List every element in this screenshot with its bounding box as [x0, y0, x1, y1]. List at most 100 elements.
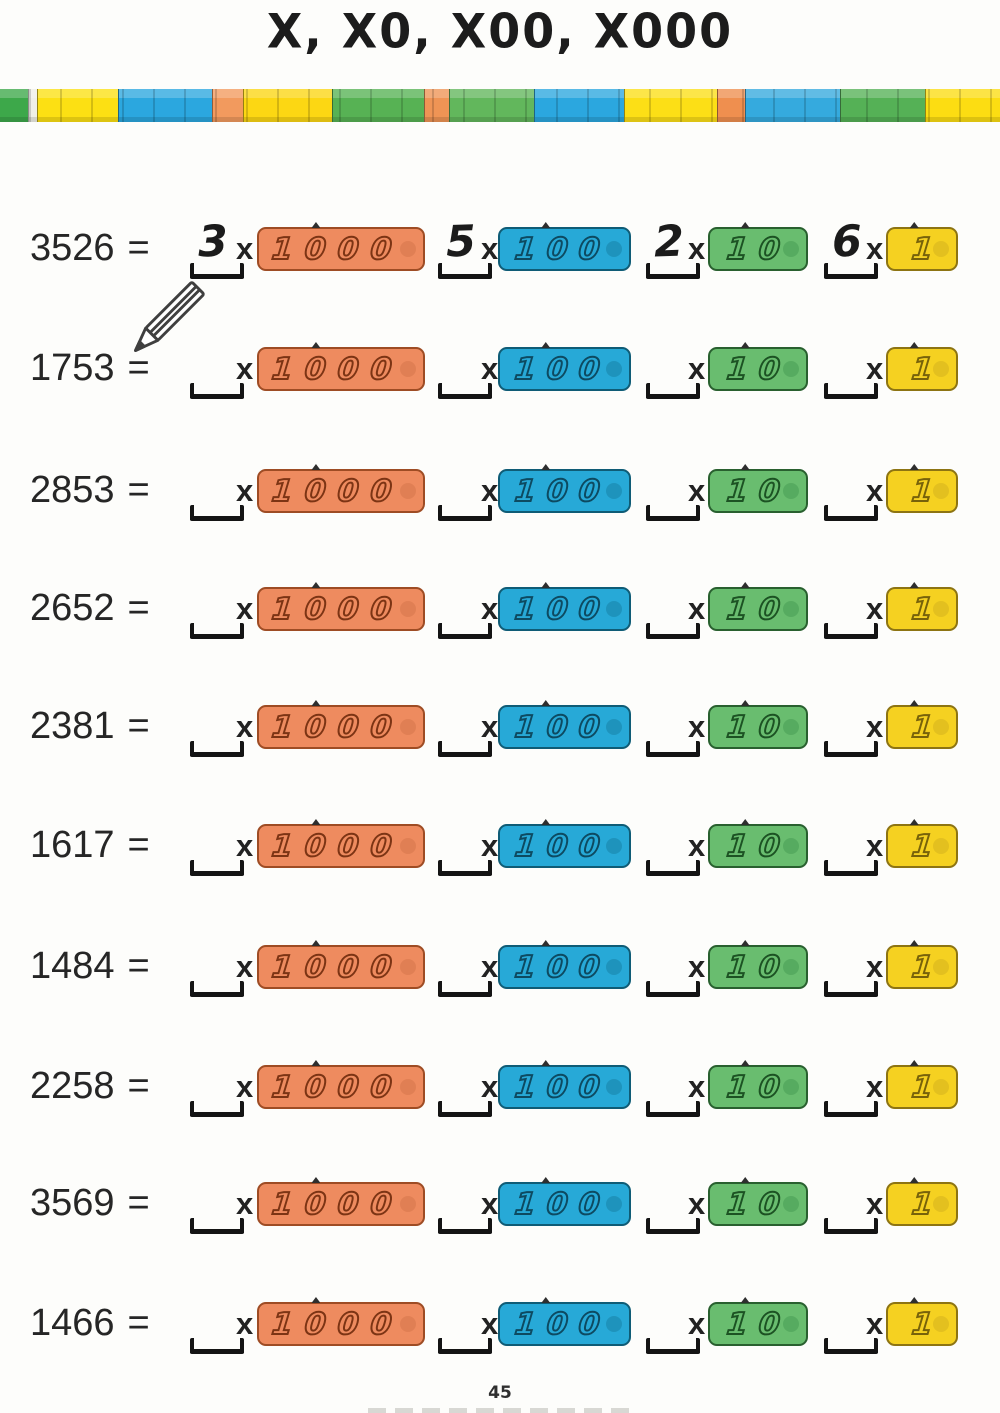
tile-value-label: 1000 [269, 1186, 406, 1223]
tile-value-label: 10 [724, 949, 793, 986]
tile-thumb-dot [933, 601, 949, 617]
tile-tab-mark [740, 1297, 750, 1303]
answer-slot-10[interactable] [646, 937, 700, 997]
answer-slot-100[interactable] [438, 816, 492, 876]
page-title: X, X0, X00, X000 [266, 3, 734, 59]
answer-slot-1[interactable] [824, 816, 878, 876]
answer-slot-10[interactable] [646, 697, 700, 757]
equals-sign: = [127, 347, 150, 389]
answer-slot-1[interactable] [824, 937, 878, 997]
answer-slot-10[interactable] [646, 1294, 700, 1354]
answer-slot-1000[interactable] [190, 816, 244, 876]
answer-slot-1000[interactable] [190, 937, 244, 997]
tile-tab-mark [311, 1297, 321, 1303]
tile-1000: 1000 [257, 582, 425, 631]
tile-thumb-dot [933, 241, 949, 257]
tile-10: 10 [708, 582, 808, 631]
answer-slot-1000[interactable] [190, 697, 244, 757]
tile-value-label: 100 [512, 949, 613, 986]
tile-thumb-dot [606, 959, 622, 975]
answer-blank-line [824, 383, 878, 399]
answer-slot-100[interactable] [438, 937, 492, 997]
tile-thumb-dot [400, 1079, 416, 1095]
answer-slot-10[interactable]: 2 [646, 216, 700, 279]
strip-block [840, 89, 926, 122]
answer-slot-100[interactable] [438, 1057, 492, 1117]
answer-blank-line [438, 263, 492, 279]
answer-blank-line [438, 1101, 492, 1117]
answer-digit: 6 [831, 216, 863, 268]
answer-slot-1000[interactable] [190, 579, 244, 639]
tile-tab-mark [541, 1060, 551, 1066]
answer-slot-1000[interactable] [190, 1174, 244, 1234]
tile-1000: 1000 [257, 700, 425, 749]
answer-slot-10[interactable] [646, 1057, 700, 1117]
answer-slot-1[interactable]: 6 [824, 216, 878, 279]
multiply-sign: x [236, 949, 254, 984]
tile-value-label: 1000 [269, 473, 406, 510]
tile-thumb-dot [606, 838, 622, 854]
tile-thumb-dot [400, 361, 416, 377]
answer-slot-10[interactable] [646, 816, 700, 876]
answer-slot-100[interactable] [438, 461, 492, 521]
answer-slot-100[interactable] [438, 579, 492, 639]
equals-sign: = [127, 469, 150, 511]
answer-slot-10[interactable] [646, 579, 700, 639]
tile-thumb-dot [400, 959, 416, 975]
tile-value-label: 1000 [269, 949, 406, 986]
multiply-sign: x [688, 473, 706, 508]
answer-slot-100[interactable] [438, 1294, 492, 1354]
tile-value-label: 100 [512, 1069, 613, 1106]
answer-slot-100[interactable] [438, 697, 492, 757]
answer-slot-1[interactable] [824, 697, 878, 757]
row-number-value: 1753 [30, 347, 115, 389]
tile-1000: 1000 [257, 342, 425, 391]
answer-slot-1[interactable] [824, 1174, 878, 1234]
tile-10: 10 [708, 342, 808, 391]
tile-thumb-dot [400, 241, 416, 257]
tile-tab-mark [909, 940, 919, 946]
tile-100: 100 [498, 819, 631, 868]
tile-value-label: 10 [724, 351, 793, 388]
tile-10: 10 [708, 700, 808, 749]
answer-slot-1[interactable] [824, 579, 878, 639]
answer-slot-10[interactable] [646, 339, 700, 399]
exercise-row: 1753 = x 1000 x 100 x 10 x 1 [0, 337, 1000, 407]
answer-blank-line [646, 860, 700, 876]
tile-thumb-dot [783, 1316, 799, 1332]
answer-slot-100[interactable]: 5 [438, 216, 492, 279]
tile-value-label: 1 [909, 591, 936, 628]
multiply-sign: x [236, 1306, 254, 1341]
answer-slot-1000[interactable] [190, 1294, 244, 1354]
tile-value-label: 100 [512, 828, 613, 865]
answer-digit: 5 [445, 216, 477, 268]
tile-thumb-dot [606, 601, 622, 617]
answer-slot-1000[interactable] [190, 1057, 244, 1117]
tile-100: 100 [498, 1297, 631, 1346]
answer-slot-1[interactable] [824, 1294, 878, 1354]
answer-slot-100[interactable] [438, 339, 492, 399]
answer-blank-line [190, 623, 244, 639]
answer-slot-1000[interactable] [190, 339, 244, 399]
answer-slot-10[interactable] [646, 1174, 700, 1234]
tile-thumb-dot [783, 361, 799, 377]
tile-1000: 1000 [257, 1060, 425, 1109]
answer-slot-1000[interactable]: 3 [190, 216, 244, 279]
strip-block [533, 89, 625, 122]
answer-slot-1[interactable] [824, 339, 878, 399]
answer-slot-1000[interactable] [190, 461, 244, 521]
answer-blank-line [646, 383, 700, 399]
answer-slot-100[interactable] [438, 1174, 492, 1234]
answer-slot-1[interactable] [824, 461, 878, 521]
tile-1: 1 [886, 222, 958, 271]
row-number-value: 1466 [30, 1302, 115, 1344]
tile-thumb-dot [400, 1316, 416, 1332]
exercise-row: 1617 = x 1000 x 100 x 10 x 1 [0, 814, 1000, 884]
multiply-sign: x [481, 1306, 499, 1341]
multiply-sign: x [866, 351, 884, 386]
answer-slot-10[interactable] [646, 461, 700, 521]
row-number-value: 2258 [30, 1065, 115, 1107]
tile-tab-mark [541, 342, 551, 348]
answer-slot-1[interactable] [824, 1057, 878, 1117]
